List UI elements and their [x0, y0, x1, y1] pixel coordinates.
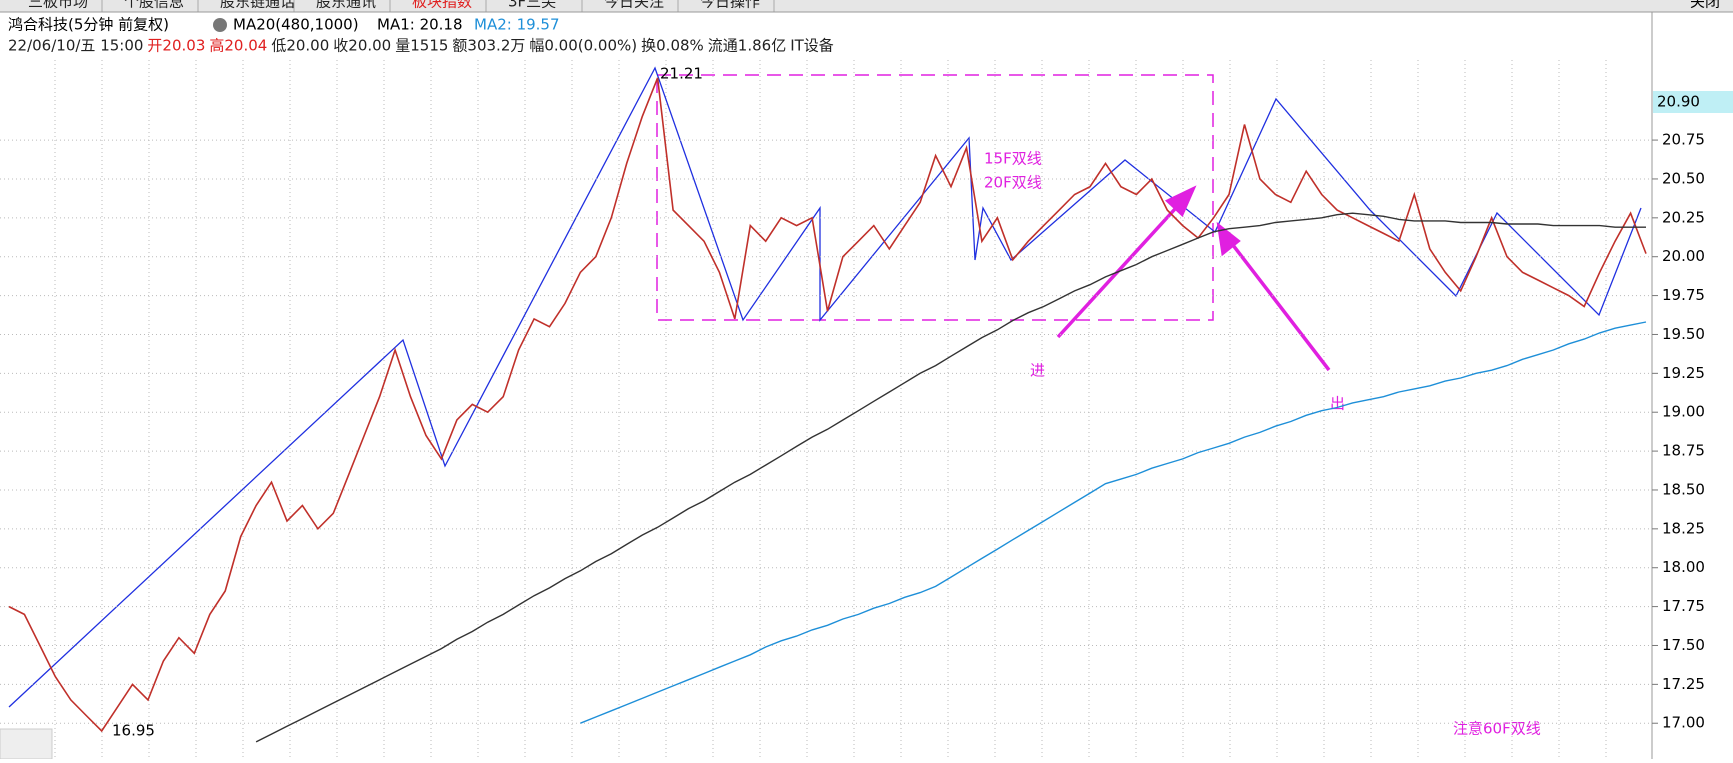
y-tick-label: 20.25 [1662, 208, 1705, 226]
enter-label: 进 [1030, 362, 1045, 380]
info-item: 流通1.86亿 [708, 37, 786, 55]
exit-arrowhead [1216, 221, 1241, 257]
info-item: 额303.2万 [452, 37, 525, 55]
tab[interactable]: 3F三尖 [508, 0, 556, 11]
note: 15F双线 [984, 150, 1042, 168]
y-tick-label: 18.25 [1662, 519, 1705, 537]
y-tick-label: 20.00 [1662, 247, 1705, 265]
enter-arrow [1056, 196, 1187, 339]
low-label: 16.95 [112, 722, 155, 740]
info-item: 高20.04 [209, 37, 267, 55]
series-line [8, 77, 1647, 733]
ma1-label: MA1: 20.18 [377, 16, 463, 34]
y-tick-label: 17.75 [1662, 597, 1705, 615]
series-line [255, 212, 1646, 743]
y-tick-label: 17.50 [1662, 636, 1705, 654]
tab[interactable]: 三板市场 [28, 0, 88, 11]
tab[interactable]: 股东链通话 [220, 0, 295, 11]
info-item: 开20.03 [147, 37, 205, 55]
exit-label: 出 [1330, 395, 1345, 413]
cursor-box [1653, 91, 1733, 113]
enter-arrowhead [1164, 185, 1197, 217]
tab[interactable]: 今日关注 [604, 0, 664, 11]
cursor-label: 20.90 [1657, 93, 1700, 111]
info-item: 换0.08% [641, 37, 704, 55]
note: 注意60F双线 [1453, 720, 1541, 738]
info-item: 幅0.00(0.00%) [529, 37, 637, 55]
info-item: 22/06/10/五 15:00 [8, 37, 143, 55]
exit-arrow [1224, 234, 1331, 372]
stock-title: 鸿合科技(5分钟 前复权) [8, 16, 169, 34]
settings-icon[interactable] [213, 18, 227, 32]
y-tick-label: 18.75 [1662, 442, 1705, 460]
note: 20F双线 [984, 174, 1042, 192]
corner-widget[interactable] [0, 728, 53, 760]
info-item: 收20.00 [333, 37, 391, 55]
close-button[interactable]: 关闭 [1690, 0, 1720, 11]
tab[interactable]: 股东通讯 [316, 0, 376, 11]
info-item: 量1515 [395, 37, 448, 55]
zigzag [8, 66, 1642, 708]
y-tick-label: 18.50 [1662, 480, 1705, 498]
series-line [580, 321, 1647, 724]
tab[interactable]: 个股信息 [124, 0, 184, 11]
y-tick-label: 20.75 [1662, 131, 1705, 149]
y-tick-label: 19.00 [1662, 403, 1705, 421]
info-item: 低20.00 [271, 37, 329, 55]
y-tick-label: 17.00 [1662, 714, 1705, 732]
range-box [656, 74, 1214, 321]
tab-bar [0, 0, 1733, 12]
y-tick-label: 19.25 [1662, 364, 1705, 382]
tab[interactable]: 板块指数 [412, 0, 472, 11]
high-label: 21.21 [660, 65, 703, 83]
tab[interactable]: 今日操作 [700, 0, 760, 11]
indicator: MA20(480,1000) [233, 16, 359, 34]
info-item: IT设备 [790, 37, 834, 55]
y-tick-label: 17.25 [1662, 675, 1705, 693]
y-tick-label: 19.75 [1662, 286, 1705, 304]
ma2-label: MA2: 19.57 [474, 16, 560, 34]
y-tick-label: 20.50 [1662, 169, 1705, 187]
y-tick-label: 19.50 [1662, 325, 1705, 343]
y-tick-label: 18.00 [1662, 558, 1705, 576]
